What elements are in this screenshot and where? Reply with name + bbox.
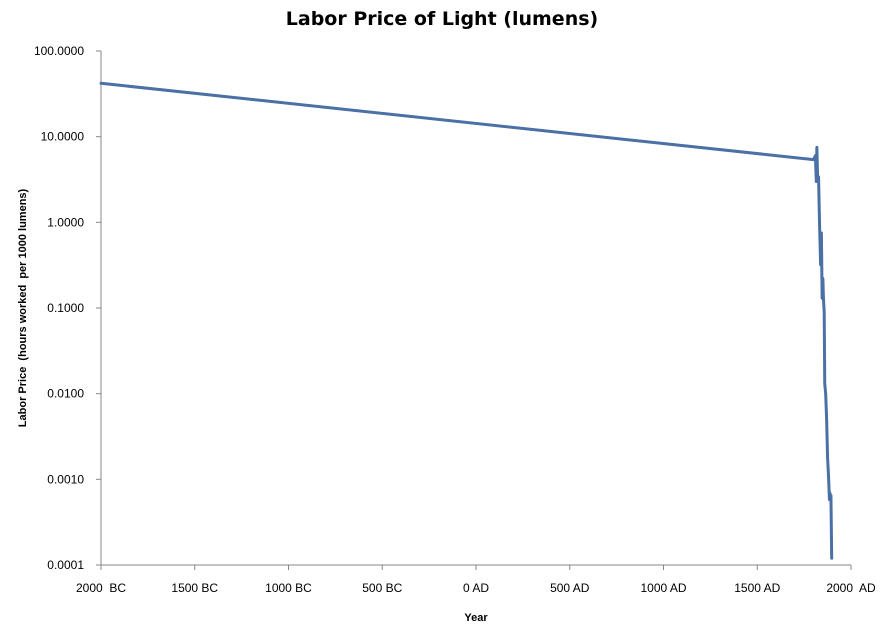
- y-tick-label: 10.0000: [41, 130, 85, 144]
- x-axis-title: Year: [464, 612, 488, 624]
- y-ticks: 100.0000 10.0000 1.0000 0.1000 0.0100 0.0010 0…: [34, 44, 101, 572]
- y-axis-title: Labor Price (hours worked per 1000 lumen…: [17, 188, 29, 427]
- axes: [100, 51, 851, 566]
- x-tick-label: 1000 AD: [640, 581, 686, 595]
- y-tick-label: 1.0000: [47, 215, 84, 229]
- y-tick-label: 0.0001: [47, 558, 84, 572]
- y-tick-label: 0.1000: [47, 301, 84, 315]
- x-tick-label: 2000 BC: [76, 581, 126, 595]
- x-tick-label: 1500 AD: [734, 581, 780, 595]
- series-line: [99, 81, 834, 560]
- x-ticks: 2000 BC 1500 BC 1000 BC 500 BC 0 AD 500 AD 100…: [76, 565, 876, 595]
- x-tick-label: 500 AD: [550, 581, 590, 595]
- y-tick-label: 0.0100: [47, 387, 84, 401]
- x-tick-label: 1000 BC: [265, 581, 312, 595]
- x-tick-label: 500 BC: [362, 581, 402, 595]
- x-tick-label: 0 AD: [463, 581, 489, 595]
- y-tick-label: 100.0000: [34, 44, 84, 58]
- x-tick-label: 1500 BC: [171, 581, 218, 595]
- chart-title: Labor Price of Light (lumens): [285, 8, 599, 30]
- x-tick-label: 2000 AD: [826, 581, 876, 595]
- y-tick-label: 0.0010: [47, 472, 84, 486]
